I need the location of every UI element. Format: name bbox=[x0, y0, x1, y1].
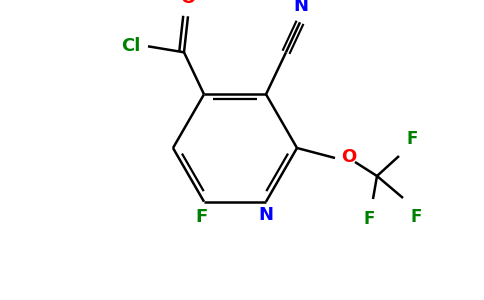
Text: F: F bbox=[363, 210, 375, 228]
Text: Cl: Cl bbox=[121, 37, 141, 55]
Text: F: F bbox=[407, 130, 418, 148]
Text: O: O bbox=[181, 0, 196, 7]
Text: N: N bbox=[258, 206, 273, 224]
Text: N: N bbox=[293, 0, 308, 15]
Text: F: F bbox=[195, 208, 207, 226]
Text: O: O bbox=[341, 148, 356, 166]
Text: F: F bbox=[411, 208, 423, 226]
